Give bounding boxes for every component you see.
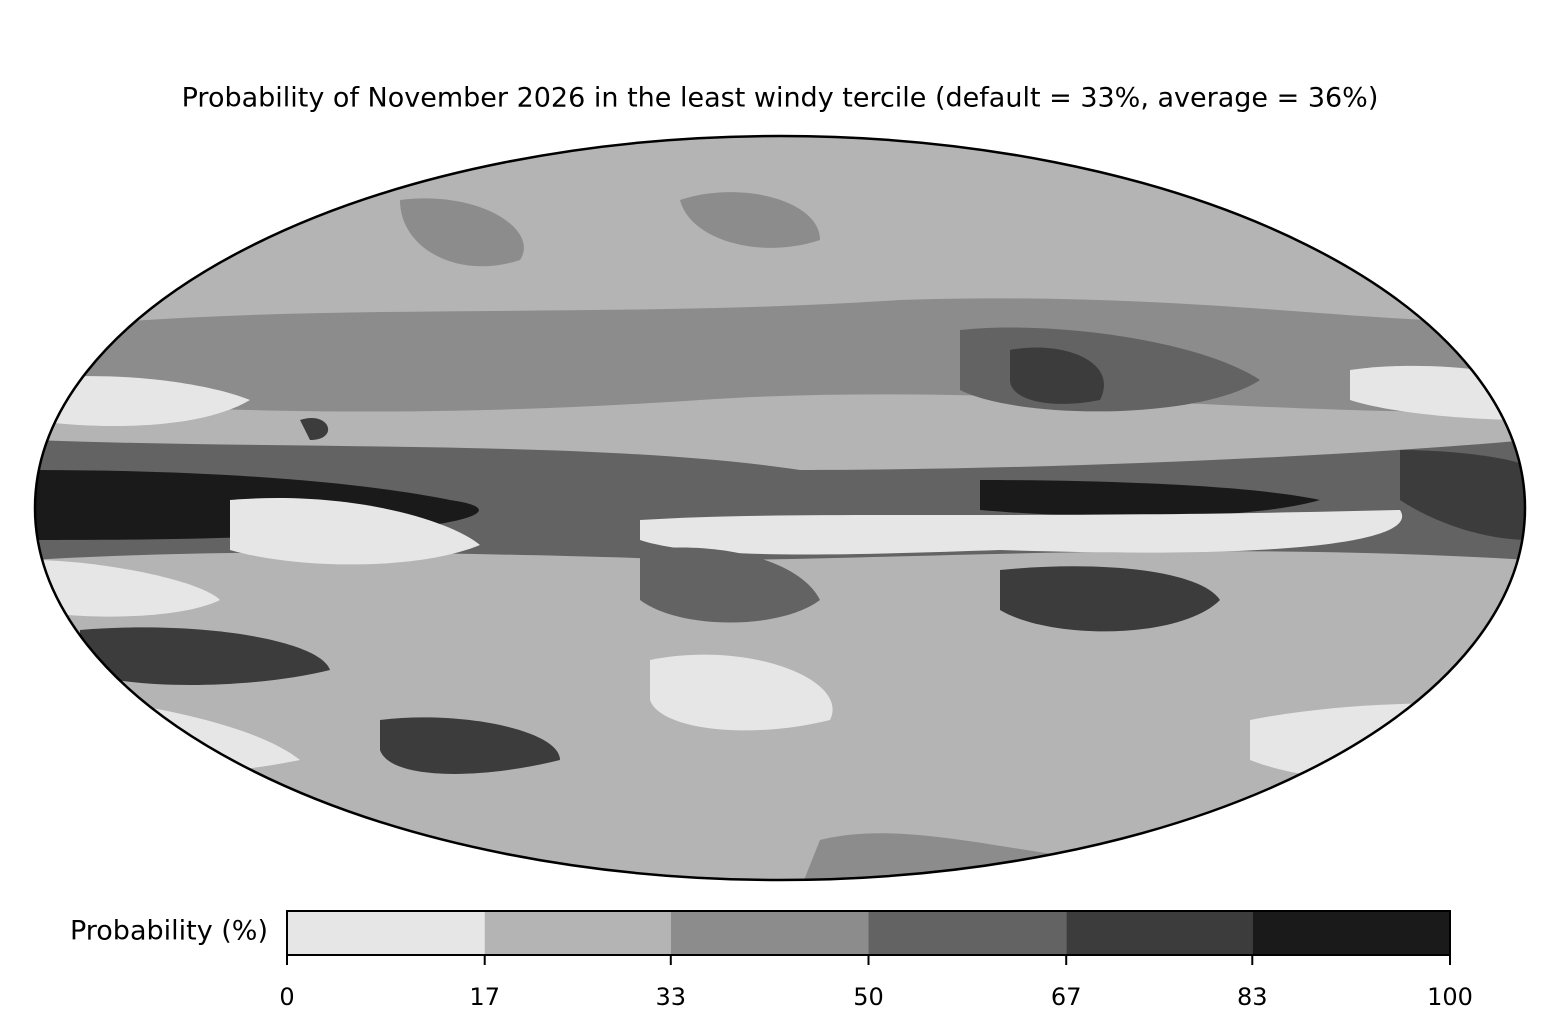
colorbar-tick-label: 17 [469,983,500,1011]
colorbar-segment [868,911,1067,955]
colorbar-tick-label: 50 [853,983,884,1011]
colorbar-segment [1252,911,1450,955]
colorbar-segment [484,911,671,955]
colorbar-segment [1066,911,1253,955]
colorbar-segment [670,911,869,955]
colorbar-label: Probability (%) [70,916,268,947]
colorbar-tick-label: 100 [1427,983,1473,1011]
colorbar-tick-label: 33 [656,983,687,1011]
colorbar-segment [287,911,485,955]
colorbar-tick-label: 83 [1237,983,1268,1011]
colorbar-tick-label: 67 [1051,983,1082,1011]
colorbar-tick-label: 0 [279,983,294,1011]
map-outline [33,134,1527,882]
chart-title: Probability of November 2026 in the leas… [182,83,1379,114]
map-field [35,136,1525,880]
